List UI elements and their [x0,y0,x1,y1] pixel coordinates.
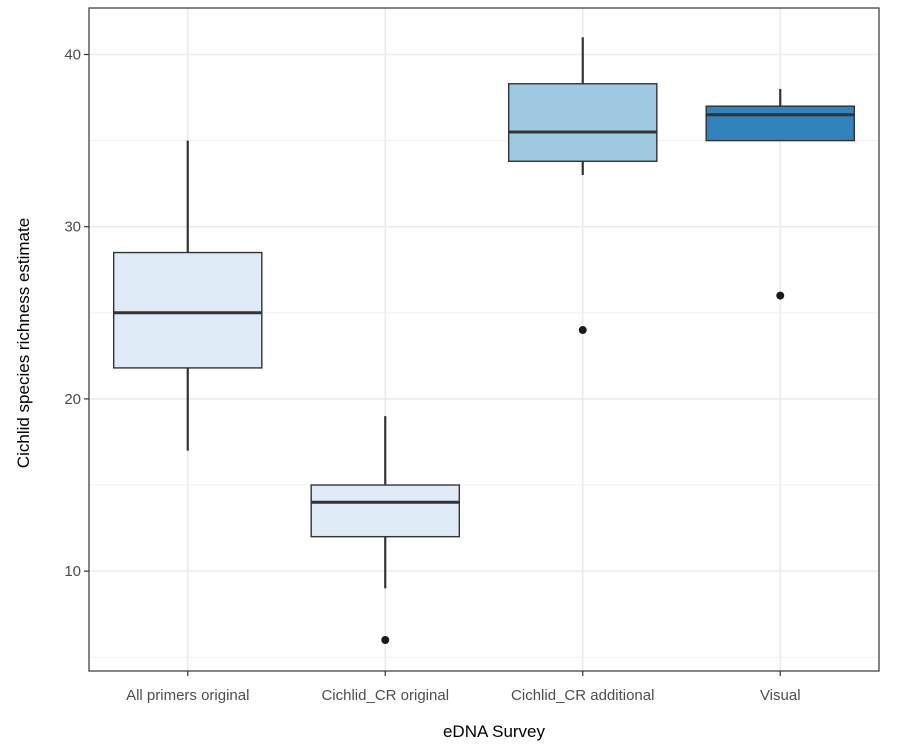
x-axis-ticks: All primers original Cichlid_CR original C… [126,671,801,704]
box [112,251,263,369]
y-axis-ticks: 10 20 30 40 [64,46,89,580]
box [507,83,658,162]
x-tick-label: Cichlid_CR original [321,687,449,704]
box-group [507,37,658,335]
y-tick-label: 20 [64,391,81,408]
y-tick-label: 30 [64,219,81,236]
box-group [310,416,461,645]
box [310,484,461,538]
y-axis-title: Cichlid species richness estimate [14,218,33,468]
x-tick-label: Cichlid_CR additional [511,687,654,704]
box-group [112,140,263,451]
x-tick-label: All primers original [126,687,249,704]
box [705,105,856,142]
box-group [705,88,856,300]
y-tick-label: 10 [64,563,81,580]
y-tick-label: 40 [64,46,81,63]
outlier-point [776,291,785,300]
x-axis-title: eDNA Survey [443,722,546,741]
outlier-point [381,636,390,645]
outlier-point [578,326,587,335]
plot-panel-border [88,7,880,672]
x-tick-label: Visual [760,687,801,704]
box-series [112,37,856,645]
